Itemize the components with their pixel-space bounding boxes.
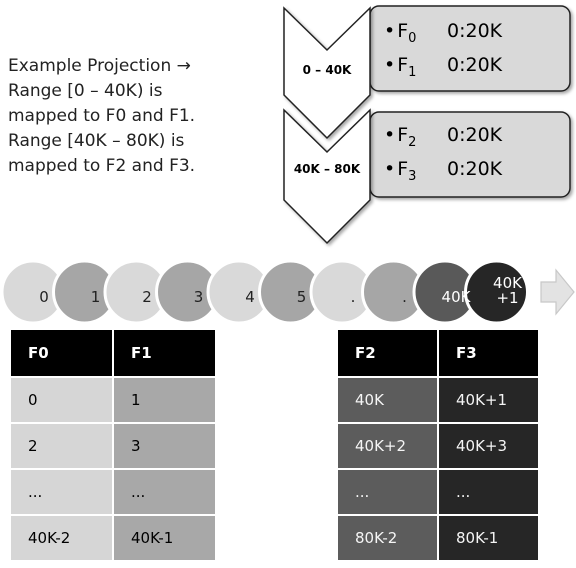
range-value: 0:20K bbox=[447, 54, 503, 76]
sequence-circle bbox=[464, 259, 529, 325]
sequence-label: 4 bbox=[245, 288, 255, 306]
table-cell: ... bbox=[114, 470, 215, 514]
table-f0-f1: F0 F1 0 1 2 3 ... ... 40K-2 40K-1 bbox=[9, 328, 217, 562]
description-line: mapped to F2 and F3. bbox=[8, 156, 196, 176]
description-line: Range [40K – 80K) is bbox=[8, 131, 185, 151]
sequence-label: . bbox=[402, 288, 407, 306]
right-arrow-icon bbox=[540, 268, 575, 316]
table-cell: 40K-1 bbox=[114, 516, 215, 560]
range-2-entry: • F3 0:20K bbox=[384, 158, 503, 184]
table-cell: 80K-1 bbox=[439, 516, 538, 560]
table-row: 40K-2 40K-1 bbox=[11, 516, 215, 560]
table-cell: 40K+1 bbox=[439, 378, 538, 422]
table-header: F2 bbox=[338, 330, 437, 376]
range-value: 0:20K bbox=[447, 20, 503, 42]
table-cell: 40K bbox=[338, 378, 437, 422]
sequence-label: 0 bbox=[39, 288, 49, 306]
range-chevron-1 bbox=[283, 6, 371, 140]
sequence-label: 40K bbox=[441, 288, 471, 306]
sequence-label: 40K +1 bbox=[493, 274, 522, 307]
table-cell: ... bbox=[439, 470, 538, 514]
sequence-label: 5 bbox=[296, 288, 307, 306]
range-label-2: 40K – 80K bbox=[293, 162, 361, 176]
table-row: ... ... bbox=[11, 470, 215, 514]
description-line: Example Projection → bbox=[8, 56, 191, 76]
table-cell: ... bbox=[338, 470, 437, 514]
table-cell: 40K+2 bbox=[338, 424, 437, 468]
table-header: F0 bbox=[11, 330, 112, 376]
description-line: Range [0 – 40K) is bbox=[8, 81, 163, 101]
range-label-1: 0 – 40K bbox=[302, 63, 352, 77]
projection-description: Example Projection → Range [0 – 40K) is … bbox=[8, 54, 248, 179]
range-2-entry: • F2 0:20K bbox=[384, 124, 503, 150]
table-cell: 3 bbox=[114, 424, 215, 468]
sequence-circles bbox=[0, 259, 529, 325]
sequence-label: . bbox=[350, 288, 356, 306]
table-row: 0 1 bbox=[11, 378, 215, 422]
range-1-entry: • F0 0:20K bbox=[384, 20, 503, 46]
table-row: ... ... bbox=[338, 470, 538, 514]
table-cell: 2 bbox=[11, 424, 112, 468]
range-value: 0:20K bbox=[447, 124, 503, 146]
table-header-row: F0 F1 bbox=[11, 330, 215, 376]
table-header: F3 bbox=[439, 330, 538, 376]
table-cell: 40K-2 bbox=[11, 516, 112, 560]
sequence-label: 1 bbox=[90, 288, 101, 306]
table-row: 40K+2 40K+3 bbox=[338, 424, 538, 468]
table-row: 40K 40K+1 bbox=[338, 378, 538, 422]
table-row: 2 3 bbox=[11, 424, 215, 468]
range-chevron-2 bbox=[283, 108, 371, 245]
range-value: 0:20K bbox=[447, 158, 503, 180]
table-cell: 40K+3 bbox=[439, 424, 538, 468]
table-cell: 1 bbox=[114, 378, 215, 422]
table-header-row: F2 F3 bbox=[338, 330, 538, 376]
sequence-label: 3 bbox=[193, 288, 204, 306]
sequence-label: 2 bbox=[142, 288, 152, 306]
table-cell: ... bbox=[11, 470, 112, 514]
table-header: F1 bbox=[114, 330, 215, 376]
range-1-entry: • F1 0:20K bbox=[384, 54, 503, 80]
table-cell: 0 bbox=[11, 378, 112, 422]
table-cell: 80K-2 bbox=[338, 516, 437, 560]
table-f2-f3: F2 F3 40K 40K+1 40K+2 40K+3 ... ... 80K-… bbox=[336, 328, 540, 562]
table-row: 80K-2 80K-1 bbox=[338, 516, 538, 560]
description-line: mapped to F0 and F1. bbox=[8, 106, 196, 126]
